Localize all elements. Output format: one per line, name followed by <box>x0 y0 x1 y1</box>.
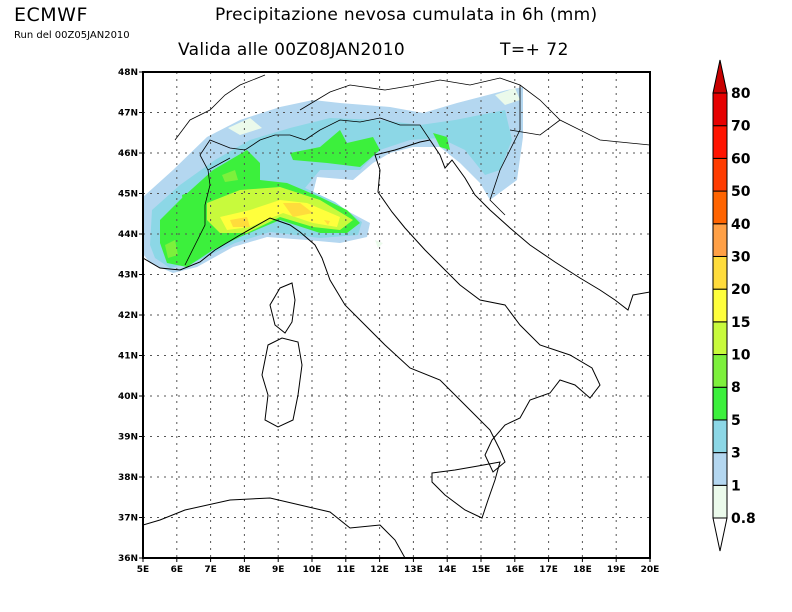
forecast-step: T=+ 72 <box>500 40 569 60</box>
x-tick-label: 8E <box>238 565 250 575</box>
y-tick-label: 38N <box>118 473 138 483</box>
colorbar-label: 70 <box>731 119 751 135</box>
colorbar-label: 3 <box>731 446 741 462</box>
colorbar-segment <box>712 92 728 127</box>
colorbar-label: 0.8 <box>731 511 756 527</box>
y-tick-label: 46N <box>118 149 138 159</box>
colorbar-segment <box>712 386 728 421</box>
colorbar-segment <box>712 288 728 323</box>
colorbar-label: 1 <box>731 478 741 494</box>
y-tick-label: 42N <box>118 311 138 321</box>
x-tick-label: 16E <box>505 565 524 575</box>
colorbar-label: 15 <box>731 315 750 331</box>
grid <box>143 72 650 558</box>
colorbar-label: 50 <box>731 184 751 200</box>
y-tick-label: 47N <box>118 109 138 119</box>
precip-20-30 <box>230 203 330 227</box>
x-tick-label: 5E <box>137 565 149 575</box>
x-tick-label: 9E <box>272 565 284 575</box>
border-alps <box>174 74 650 266</box>
x-tick-label: 6E <box>171 565 183 575</box>
colorbar-label: 8 <box>731 380 741 396</box>
colorbar-over-triangle <box>712 59 728 94</box>
map-title: Precipitazione nevosa cumulata in 6h (mm… <box>215 5 598 25</box>
colorbar: 0.8 1 3 5 8 10 15 20 30 40 50 60 70 80 <box>712 59 756 552</box>
y-tick-label: 39N <box>118 433 138 443</box>
y-tick-label: 37N <box>118 514 138 524</box>
y-tick-label: 45N <box>118 190 138 200</box>
coastline-sicily <box>431 461 501 519</box>
colorbar-label: 20 <box>731 282 751 298</box>
colorbar-segment <box>712 452 728 486</box>
colorbar-label: 10 <box>731 348 751 364</box>
precipitation-field <box>143 87 523 273</box>
x-tick-label: 10E <box>303 565 322 575</box>
colorbar-label: 30 <box>731 249 751 265</box>
colorbar-segment <box>712 255 728 290</box>
colorbar-label: 60 <box>731 151 751 167</box>
x-tick-label: 13E <box>404 565 423 575</box>
x-tick-label: 17E <box>539 565 558 575</box>
coastline-balkans <box>429 139 650 311</box>
colorbar-label: 5 <box>731 413 741 429</box>
coastline-sardinia <box>261 337 303 428</box>
colorbar-label: 40 <box>731 217 751 233</box>
y-tick-label: 48N <box>118 68 138 78</box>
x-tick-label: 7E <box>204 565 216 575</box>
x-tick-label: 19E <box>607 565 626 575</box>
x-tick-label: 15E <box>472 565 491 575</box>
colorbar-segment <box>712 321 728 356</box>
x-tick-label: 12E <box>370 565 389 575</box>
y-tick-label: 43N <box>118 271 138 281</box>
coastline-corsica <box>269 282 296 334</box>
y-tick-label: 40N <box>118 392 138 402</box>
colorbar-segment <box>712 419 728 454</box>
y-tick-label: 44N <box>118 230 138 240</box>
run-label: Run del 00Z05JAN2010 <box>14 30 130 41</box>
x-tick-label: 20E <box>641 565 660 575</box>
x-tick-label: 18E <box>573 565 592 575</box>
axis-ticks: 5E 6E 7E 8E 9E 10E 11E 12E 13E 14E 15E 16E 17E 18E 19E… <box>118 68 659 575</box>
colorbar-segment <box>712 223 728 257</box>
colorbar-segment <box>712 484 728 519</box>
valid-time: Valida alle 00Z08JAN2010 <box>178 40 405 60</box>
x-tick-label: 11E <box>336 565 355 575</box>
precip-15-20 <box>220 200 340 230</box>
y-tick-label: 36N <box>118 554 138 564</box>
colorbar-segment <box>712 157 728 192</box>
colorbar-segment <box>712 354 728 388</box>
coastline-italy <box>143 139 601 473</box>
coastline-africa <box>143 497 406 558</box>
colorbar-under-triangle <box>712 517 728 552</box>
brand-label: ECMWF <box>14 4 88 26</box>
x-tick-label: 14E <box>438 565 457 575</box>
colorbar-segment <box>712 125 728 159</box>
y-tick-label: 41N <box>118 352 138 362</box>
precip-8-10 <box>165 170 238 258</box>
colorbar-label: 80 <box>731 86 751 102</box>
colorbar-segment <box>712 190 728 225</box>
coastlines <box>143 74 650 558</box>
